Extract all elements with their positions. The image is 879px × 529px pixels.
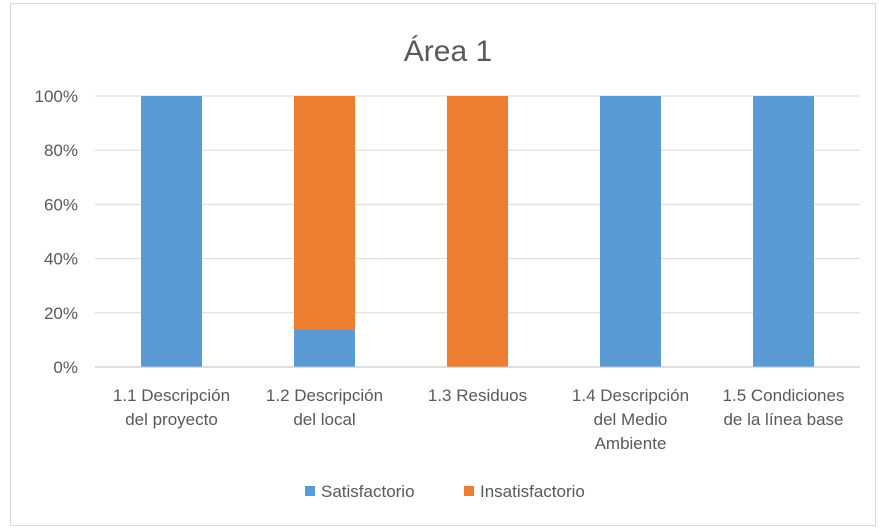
y-tick-label: 80% xyxy=(44,141,78,160)
x-category-label: 1.2 Descripción del local xyxy=(266,386,383,429)
y-tick-label: 60% xyxy=(44,195,78,214)
y-tick-label: 40% xyxy=(44,250,78,269)
x-category-label: 1.3 Residuos xyxy=(428,386,527,405)
y-tick-label: 100% xyxy=(35,87,78,106)
legend-swatch xyxy=(305,486,315,496)
chart-title: Área 1 xyxy=(404,35,492,68)
legend-label: Insatisfactorio xyxy=(480,482,585,501)
x-category-label: 1.5 Condiciones de la línea base xyxy=(723,386,845,429)
bar-satisfactorio xyxy=(294,329,355,367)
x-category-label: 1.4 Descripción del Medio Ambiente xyxy=(572,386,689,453)
legend-swatch xyxy=(464,486,474,496)
bar-insatisfactorio xyxy=(294,96,355,330)
y-axis-ticks: 0% 20% 40% 60% 80% 100% xyxy=(35,87,78,377)
legend: Satisfactorio Insatisfactorio xyxy=(305,482,585,501)
bars xyxy=(141,96,814,367)
bar-insatisfactorio xyxy=(447,96,508,367)
bar-satisfactorio xyxy=(753,96,814,367)
x-axis-categories: 1.1 Descripción del proyecto 1.2 Descripci… xyxy=(113,386,845,453)
y-tick-label: 0% xyxy=(53,358,78,377)
bar-satisfactorio xyxy=(600,96,661,367)
bar-satisfactorio xyxy=(141,96,202,367)
legend-label: Satisfactorio xyxy=(321,482,415,501)
x-category-label: 1.1 Descripción del proyecto xyxy=(113,386,230,429)
y-tick-label: 20% xyxy=(44,304,78,323)
